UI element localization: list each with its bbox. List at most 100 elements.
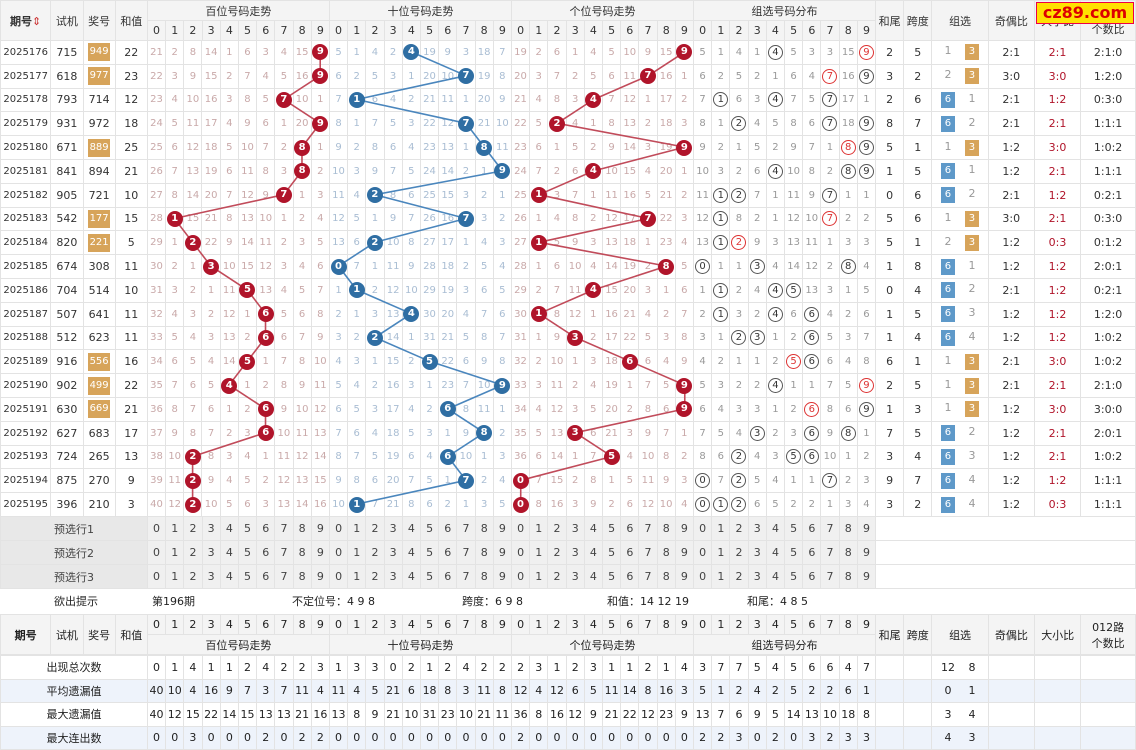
preselect-digit[interactable]: 0 — [328, 564, 349, 589]
preselect-digit[interactable]: 8 — [474, 564, 494, 589]
preselect-digit[interactable]: 1 — [347, 540, 367, 565]
preselect-digit[interactable]: 4 — [765, 540, 786, 565]
preselect-digit[interactable]: 7 — [456, 516, 476, 541]
preselect-digit[interactable]: 9 — [856, 516, 877, 541]
preselect-digit[interactable]: 3 — [383, 564, 403, 589]
preselect-digit[interactable]: 7 — [456, 540, 476, 565]
preselect-digit[interactable]: 0 — [146, 516, 167, 541]
preselect-digit[interactable]: 1 — [165, 516, 185, 541]
preselect-digit[interactable]: 7 — [274, 564, 294, 589]
preselect-digit[interactable]: 2 — [729, 516, 749, 541]
preselect-digit[interactable]: 6 — [620, 564, 640, 589]
preselect-digit[interactable]: 6 — [802, 516, 822, 541]
preselect-digit[interactable]: 4 — [219, 540, 239, 565]
preselect-digit[interactable]: 3 — [747, 516, 767, 541]
preselect-digit[interactable]: 5 — [237, 540, 258, 565]
preselect-digit[interactable]: 8 — [838, 516, 858, 541]
preselect-digit[interactable]: 6 — [438, 540, 458, 565]
preselect-digit[interactable]: 9 — [492, 540, 513, 565]
preselect-digit[interactable]: 5 — [419, 540, 440, 565]
preselect-digit[interactable]: 0 — [510, 540, 531, 565]
preselect-digit[interactable]: 5 — [602, 564, 622, 589]
preselect-digit[interactable]: 3 — [201, 564, 221, 589]
preselect-digit[interactable]: 4 — [219, 564, 239, 589]
preselect-digit[interactable]: 7 — [638, 540, 658, 565]
preselect-digit[interactable]: 2 — [547, 540, 567, 565]
preselect-digit[interactable]: 6 — [256, 516, 276, 541]
preselect-digit[interactable]: 5 — [419, 516, 440, 541]
preselect-digit[interactable]: 4 — [401, 540, 421, 565]
preselect-digit[interactable]: 7 — [274, 516, 294, 541]
preselect-digit[interactable]: 5 — [237, 564, 258, 589]
preselect-digit[interactable]: 1 — [347, 516, 367, 541]
preselect-digit[interactable]: 4 — [219, 516, 239, 541]
preselect-digit[interactable]: 3 — [201, 540, 221, 565]
preselect-digit[interactable]: 5 — [602, 516, 622, 541]
preselect-digit[interactable]: 7 — [820, 516, 840, 541]
preselect-digit[interactable]: 0 — [146, 540, 167, 565]
preselect-digit[interactable]: 1 — [529, 516, 549, 541]
preselect-digit[interactable]: 0 — [510, 516, 531, 541]
preselect-digit[interactable]: 8 — [656, 564, 676, 589]
preselect-digit[interactable]: 6 — [802, 564, 822, 589]
preselect-digit[interactable]: 8 — [292, 540, 312, 565]
preselect-digit[interactable]: 5 — [602, 540, 622, 565]
preselect-digit[interactable]: 4 — [401, 564, 421, 589]
preselect-digit[interactable]: 7 — [638, 516, 658, 541]
preselect-digit[interactable]: 8 — [656, 540, 676, 565]
preselect-digit[interactable]: 9 — [492, 564, 513, 589]
preselect-digit[interactable]: 2 — [183, 564, 203, 589]
preselect-digit[interactable]: 9 — [856, 564, 877, 589]
preselect-digit[interactable]: 3 — [565, 516, 585, 541]
preselect-digit[interactable]: 9 — [674, 516, 695, 541]
preselect-digit[interactable]: 3 — [201, 516, 221, 541]
preselect-digit[interactable]: 5 — [784, 564, 804, 589]
issue-header[interactable]: 期号⇕ — [0, 0, 52, 41]
preselect-digit[interactable]: 3 — [383, 516, 403, 541]
preselect-digit[interactable]: 9 — [856, 540, 877, 565]
preselect-digit[interactable]: 4 — [765, 564, 786, 589]
preselect-digit[interactable]: 3 — [565, 540, 585, 565]
preselect-digit[interactable]: 8 — [292, 564, 312, 589]
preselect-digit[interactable]: 1 — [529, 540, 549, 565]
preselect-digit[interactable]: 1 — [711, 516, 731, 541]
preselect-digit[interactable]: 9 — [492, 516, 513, 541]
preselect-digit[interactable]: 5 — [784, 516, 804, 541]
preselect-digit[interactable]: 8 — [656, 516, 676, 541]
preselect-digit[interactable]: 2 — [547, 516, 567, 541]
preselect-digit[interactable]: 7 — [820, 540, 840, 565]
preselect-digit[interactable]: 8 — [474, 540, 494, 565]
preselect-digit[interactable]: 3 — [565, 564, 585, 589]
preselect-digit[interactable]: 9 — [310, 516, 330, 541]
preselect-digit[interactable]: 6 — [256, 564, 276, 589]
preselect-digit[interactable]: 3 — [383, 540, 403, 565]
preselect-digit[interactable]: 1 — [165, 564, 185, 589]
preselect-digit[interactable]: 6 — [438, 516, 458, 541]
preselect-digit[interactable]: 0 — [693, 540, 713, 565]
preselect-digit[interactable]: 6 — [620, 540, 640, 565]
preselect-digit[interactable]: 0 — [328, 516, 349, 541]
preselect-digit[interactable]: 6 — [620, 516, 640, 541]
preselect-digit[interactable]: 2 — [729, 540, 749, 565]
preselect-digit[interactable]: 2 — [729, 564, 749, 589]
preselect-digit[interactable]: 6 — [256, 540, 276, 565]
preselect-digit[interactable]: 5 — [784, 540, 804, 565]
preselect-digit[interactable]: 4 — [583, 564, 604, 589]
preselect-digit[interactable]: 8 — [838, 564, 858, 589]
site-logo[interactable]: cz89.com — [1036, 2, 1134, 24]
preselect-digit[interactable]: 1 — [165, 540, 185, 565]
preselect-digit[interactable]: 0 — [328, 540, 349, 565]
preselect-digit[interactable]: 9 — [310, 564, 330, 589]
preselect-digit[interactable]: 2 — [365, 516, 385, 541]
preselect-digit[interactable]: 0 — [693, 516, 713, 541]
preselect-digit[interactable]: 2 — [183, 540, 203, 565]
preselect-digit[interactable]: 2 — [365, 564, 385, 589]
preselect-digit[interactable]: 7 — [638, 564, 658, 589]
preselect-digit[interactable]: 8 — [838, 540, 858, 565]
preselect-digit[interactable]: 1 — [711, 564, 731, 589]
preselect-digit[interactable]: 4 — [401, 516, 421, 541]
preselect-digit[interactable]: 0 — [693, 564, 713, 589]
preselect-digit[interactable]: 4 — [583, 516, 604, 541]
preselect-digit[interactable]: 3 — [747, 540, 767, 565]
preselect-digit[interactable]: 2 — [183, 516, 203, 541]
